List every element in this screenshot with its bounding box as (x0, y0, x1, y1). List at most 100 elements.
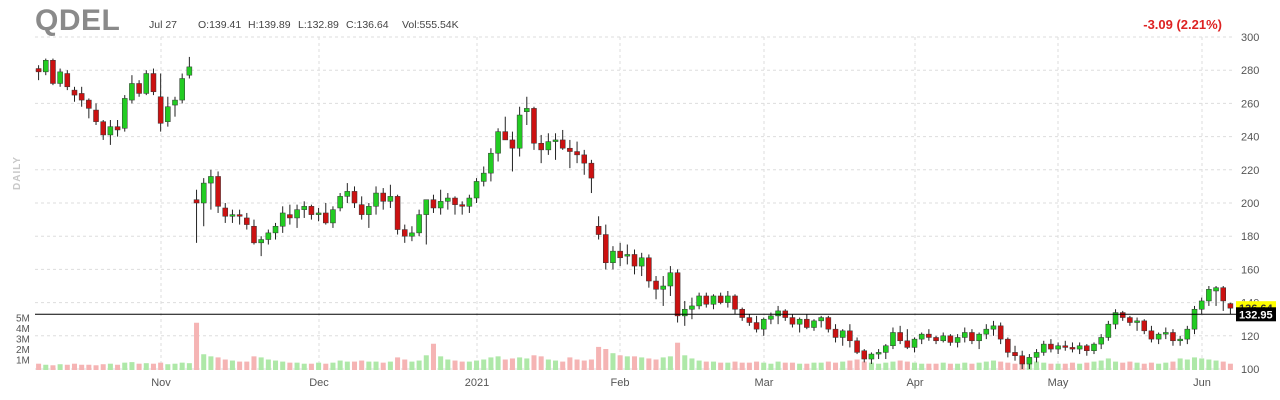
candle-body (1170, 332, 1176, 342)
volume-bar (438, 356, 444, 370)
candle-body (215, 176, 221, 207)
candle-body (1119, 312, 1126, 318)
candle-body (717, 295, 724, 303)
candle-body (962, 332, 968, 338)
y-tick-label: 100 (1241, 364, 1259, 376)
price-line-tag: 132.95 (1239, 309, 1273, 321)
candle-body (150, 73, 157, 93)
volume-bar (610, 353, 616, 370)
candle-body (100, 121, 106, 136)
volume-bar (581, 360, 587, 370)
volume-bar (502, 359, 508, 370)
volume-bar (229, 360, 235, 370)
candle-body (1048, 343, 1054, 350)
volume-bar (1034, 361, 1040, 370)
candle-body (1069, 347, 1076, 350)
volume-bar (100, 364, 106, 370)
volume-bar (416, 360, 422, 370)
volume-bar (1148, 362, 1154, 370)
candle-body (236, 214, 243, 217)
candle-body (172, 99, 178, 106)
volume-bar (201, 354, 207, 370)
volume-bar (380, 362, 386, 370)
volume-bar (883, 362, 889, 370)
candle-body (71, 89, 78, 96)
volume-bar (107, 363, 113, 370)
price-line-tag-bg (1236, 307, 1276, 322)
candle-body (631, 254, 638, 267)
candle-body (775, 310, 781, 317)
candle-body (617, 250, 623, 259)
candle-body (358, 204, 365, 215)
quote-date: Jul 27 (149, 19, 178, 31)
volume-bar (36, 363, 42, 370)
candle-body (890, 332, 896, 347)
volume-bar (122, 362, 128, 370)
volume-bar (789, 362, 795, 370)
candle-body (416, 214, 422, 234)
volume-bar (509, 358, 515, 370)
volume-bar (86, 364, 92, 370)
volume-bar (1120, 362, 1126, 370)
candle-body (114, 126, 121, 131)
volume-bar (667, 356, 673, 370)
volume-bar (1206, 359, 1212, 370)
candle-body (954, 337, 961, 343)
candle-body (1177, 338, 1183, 342)
volume-bar (574, 359, 580, 370)
volume-bar (351, 361, 358, 370)
candle-body (473, 181, 480, 199)
candle-body (904, 340, 911, 348)
volume-bar (222, 359, 228, 370)
candle-body (1084, 345, 1090, 351)
candle-body (430, 199, 437, 209)
volume-bar (273, 360, 279, 370)
volume-bar (1184, 359, 1190, 370)
candle-body (459, 204, 465, 207)
volume-bar (1220, 361, 1226, 370)
candle-body (868, 353, 875, 360)
candle-body (1040, 343, 1047, 353)
candle-body (452, 197, 458, 205)
candle-body (129, 83, 135, 101)
candle-body (545, 141, 552, 151)
volume-bar (1170, 361, 1176, 370)
candle-body (495, 131, 501, 154)
candle-body (380, 192, 386, 202)
volume-bar (1055, 363, 1061, 370)
quote-open: O:139.41 (198, 19, 242, 31)
candle-body (739, 308, 745, 318)
candle-body (768, 315, 774, 320)
volume-bar (402, 359, 408, 370)
volume-bar (861, 361, 867, 370)
candle-body (193, 199, 200, 204)
candle-body (796, 318, 803, 325)
candle-body (1191, 308, 1198, 330)
volume-bar (1134, 362, 1140, 370)
volume-bar (409, 361, 415, 370)
volume-bar (660, 357, 666, 370)
y-tick-label: 280 (1241, 65, 1259, 77)
volume-bar (1163, 362, 1169, 370)
volume-bar (1156, 363, 1162, 370)
volume-bar (79, 364, 85, 370)
volume-bar (553, 360, 559, 370)
candle-body (57, 71, 63, 84)
candle-body (200, 182, 207, 204)
quote-volume: Vol:555.54K (402, 19, 459, 31)
volume-bar (675, 342, 681, 370)
volume-bar (373, 361, 379, 370)
candle-body (811, 320, 817, 328)
volume-bar (524, 358, 530, 370)
candle-body (1091, 343, 1097, 351)
volume-bar (696, 360, 702, 370)
volume-bar (1041, 362, 1047, 370)
volume-bar (897, 360, 903, 370)
candle-body (1076, 345, 1083, 350)
y-tick-label: 220 (1241, 165, 1259, 177)
candle-body (279, 212, 286, 227)
volume-bar (833, 362, 839, 370)
candle-body (186, 66, 193, 76)
candle-body (466, 197, 473, 207)
volume-tick-label: 1M (16, 356, 30, 367)
